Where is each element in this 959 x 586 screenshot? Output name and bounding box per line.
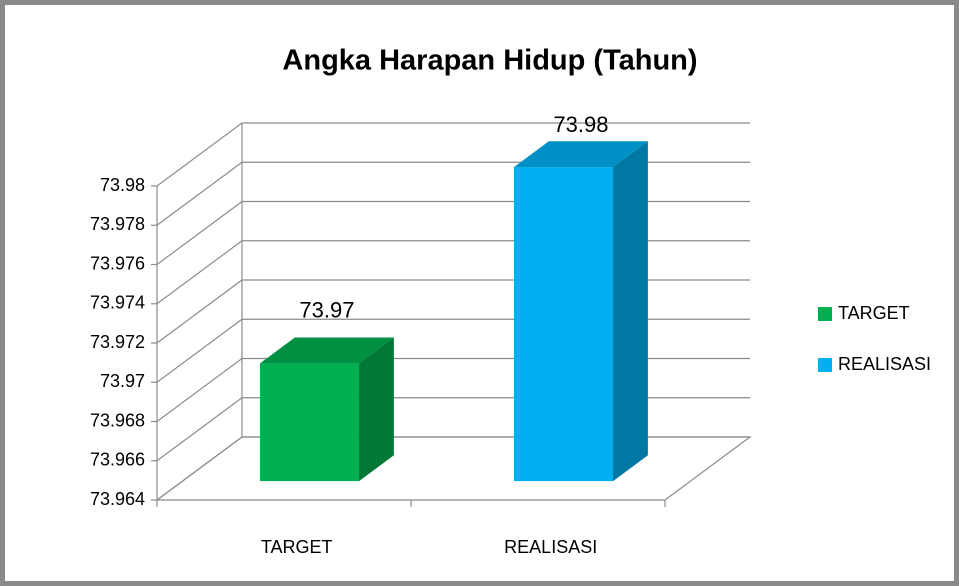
- y-tick-label: 73.98: [100, 175, 145, 195]
- y-tick-label: 73.97: [100, 371, 145, 391]
- y-tick-label: 73.972: [90, 332, 145, 352]
- x-tick-label: REALISASI: [504, 537, 597, 557]
- x-tick-label: TARGET: [261, 537, 333, 557]
- y-tick-label: 73.966: [90, 450, 145, 470]
- bar-top: [259, 337, 394, 364]
- y-tick-label: 73.964: [90, 489, 145, 509]
- y-tick-label: 73.974: [90, 293, 145, 313]
- bar: [513, 141, 648, 482]
- data-label: 73.97: [299, 297, 354, 322]
- bar-top: [513, 141, 648, 168]
- y-tick-label: 73.968: [90, 410, 145, 430]
- bar-side: [613, 141, 648, 482]
- bar-front: [259, 363, 360, 482]
- bar-side: [359, 337, 394, 482]
- data-label: 73.98: [553, 112, 608, 137]
- grid-line: [156, 122, 750, 187]
- legend-swatch: [818, 307, 832, 321]
- legend-swatch: [818, 358, 832, 372]
- bar: [259, 337, 394, 482]
- legend-label: REALISASI: [838, 354, 931, 374]
- y-tick-label: 73.976: [90, 253, 145, 273]
- bar-front: [513, 167, 614, 482]
- chart-title: Angka Harapan Hidup (Tahun): [282, 45, 697, 77]
- y-tick-label: 73.978: [90, 214, 145, 234]
- legend-label: TARGET: [838, 303, 910, 323]
